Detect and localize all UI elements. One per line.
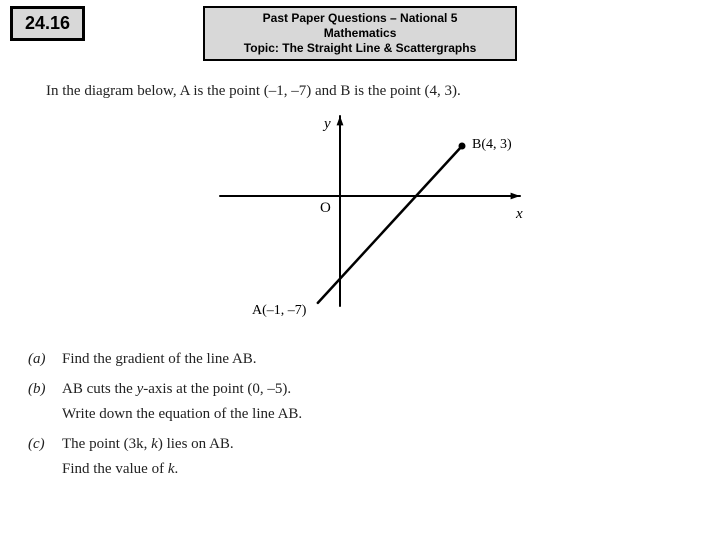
part-row: (b)AB cuts the y-axis at the point (0, –… (28, 380, 720, 425)
svg-text:x: x (515, 206, 523, 222)
question-parts: (a)Find the gradient of the line AB.(b)A… (0, 336, 720, 480)
part-body: AB cuts the y-axis at the point (0, –5).… (62, 380, 720, 425)
part-label: (c) (28, 435, 62, 480)
title-line2: Mathematics (215, 26, 505, 41)
part-label: (b) (28, 380, 62, 425)
svg-text:O: O (320, 200, 331, 216)
coordinate-diagram: Ox y B(4, 3) A(–1, –7) (180, 106, 540, 336)
part-body: Find the gradient of the line AB. (62, 350, 720, 370)
part-line: The point (3k, k) lies on AB. (62, 435, 720, 455)
title-line1: Past Paper Questions – National 5 (215, 11, 505, 26)
svg-text:B(4, 3): B(4, 3) (472, 137, 512, 152)
title-line3: Topic: The Straight Line & Scattergraphs (215, 41, 505, 56)
svg-text:y: y (322, 116, 331, 132)
part-line: Find the value of k. (62, 460, 720, 480)
part-row: (a)Find the gradient of the line AB. (28, 350, 720, 370)
svg-text:A(–1, –7): A(–1, –7) (252, 303, 307, 318)
diagram-container: Ox y B(4, 3) A(–1, –7) (0, 100, 720, 336)
part-line: AB cuts the y-axis at the point (0, –5). (62, 380, 720, 400)
part-line: Write down the equation of the line AB. (62, 405, 720, 425)
part-body: The point (3k, k) lies on AB. Find the va… (62, 435, 720, 480)
part-label: (a) (28, 350, 62, 370)
intro-text: In the diagram below, A is the point (–1… (0, 61, 720, 100)
question-number: 24.16 (25, 13, 70, 33)
title-box: Past Paper Questions – National 5 Mathem… (203, 6, 517, 61)
part-line: Find the gradient of the line AB. (62, 350, 720, 370)
question-number-box: 24.16 (10, 6, 85, 41)
part-row: (c)The point (3k, k) lies on AB. Find the… (28, 435, 720, 480)
